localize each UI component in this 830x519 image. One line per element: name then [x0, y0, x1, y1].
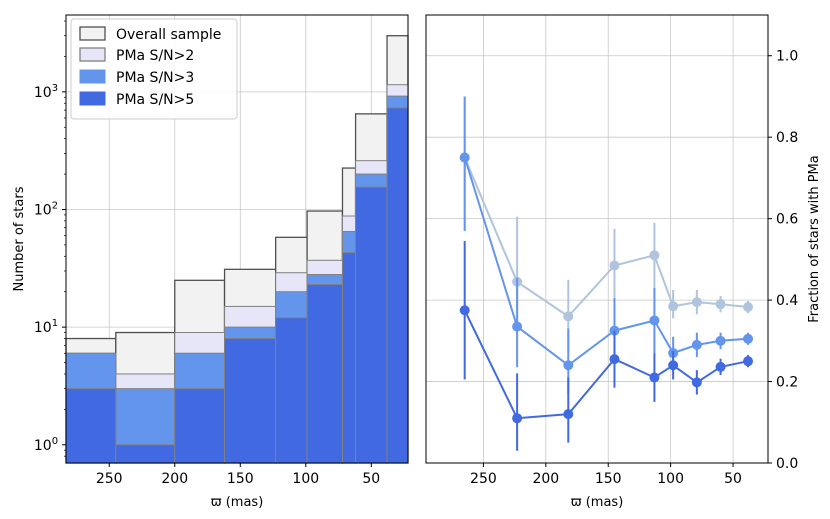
y-tick-label: 1.0: [776, 49, 798, 65]
legend-swatch-overall: [79, 26, 106, 41]
x-tick-label: 150: [227, 471, 254, 487]
legend-swatch-sn2: [79, 47, 106, 62]
point-sn3: [743, 333, 754, 344]
legend-label-sn5: PMa S/N>5: [116, 92, 194, 108]
bar-sn5: [306, 284, 343, 464]
bar-sn5: [174, 388, 226, 464]
right-ticks: 250 200 150 100 50 0.0 0.2 0.4 0.6 0.8 1.0: [470, 49, 798, 487]
point-sn3: [715, 335, 726, 346]
series-line-sn5: [463, 309, 749, 420]
y-tick-label: 103: [34, 83, 58, 101]
y-tick-label: 100: [34, 436, 58, 454]
bar-sn5: [275, 317, 308, 464]
x-tick-label: 200: [532, 471, 559, 487]
point-sn3: [512, 321, 523, 332]
x-tick-label: 100: [657, 471, 684, 487]
point-sn3: [459, 152, 470, 163]
point-sn2: [649, 250, 660, 261]
point-sn3: [563, 360, 574, 371]
bar-sn5: [65, 388, 117, 464]
point-sn3: [691, 339, 702, 350]
y-tick-label: 101: [34, 318, 58, 336]
point-sn2: [563, 311, 574, 322]
point-sn5: [743, 356, 754, 367]
fraction-series: [459, 96, 754, 451]
point-sn2: [715, 299, 726, 310]
point-sn5: [512, 413, 523, 424]
point-sn3: [649, 315, 660, 326]
x-tick-label: 250: [470, 471, 497, 487]
point-sn5: [691, 377, 702, 388]
left-x-label: ϖ (mas): [211, 495, 264, 510]
y-tick-label: 0.4: [776, 293, 798, 309]
y-tick-label: 0.6: [776, 212, 798, 228]
right-gridlines: [426, 15, 768, 464]
point-sn2: [743, 302, 754, 313]
point-sn5: [649, 372, 660, 383]
bar-sn5: [355, 186, 388, 464]
point-sn5: [609, 354, 620, 365]
x-tick-label: 50: [724, 471, 742, 487]
bar-sn5: [386, 107, 409, 464]
point-sn2: [668, 301, 679, 312]
bar-sn5: [224, 338, 277, 464]
x-tick-label: 150: [595, 471, 622, 487]
left-axes-frame: [65, 14, 409, 464]
right-y-label: Fraction of stars with PMa: [807, 155, 822, 323]
y-tick-label: 0.0: [776, 456, 798, 472]
histogram-bars: [65, 35, 409, 464]
legend-swatch-sn5: [79, 91, 106, 106]
series-line-sn3: [463, 157, 749, 367]
legend: Overall sample PMa S/N>2 PMa S/N>3 PMa S…: [70, 18, 238, 120]
x-tick-label: 100: [292, 471, 319, 487]
y-tick-label: 102: [34, 200, 58, 218]
y-tick-label: 0.2: [776, 375, 798, 391]
point-sn5: [668, 360, 679, 371]
y-tick-label: 0.8: [776, 130, 798, 146]
bar-sn5: [115, 444, 176, 464]
legend-swatch-sn3: [79, 69, 106, 84]
point-sn5: [715, 361, 726, 372]
point-sn5: [563, 409, 574, 420]
left-y-label: Number of stars: [12, 186, 27, 291]
legend-label-overall: Overall sample: [116, 27, 221, 43]
right-axes-frame: [425, 14, 769, 464]
left-ticks: 250 200 150 100 50 100 101 102 103: [34, 20, 380, 487]
bar-sn5: [341, 252, 357, 464]
right-x-label: ϖ (mas): [571, 495, 624, 510]
x-tick-label: 250: [96, 471, 123, 487]
point-sn5: [459, 305, 470, 316]
x-tick-label: 50: [362, 471, 380, 487]
point-sn2: [691, 297, 702, 308]
legend-label-sn2: PMa S/N>2: [116, 48, 194, 64]
legend-frame: [70, 18, 238, 120]
point-sn2: [609, 260, 620, 271]
legend-label-sn3: PMa S/N>3: [116, 70, 194, 86]
x-tick-label: 200: [161, 471, 188, 487]
